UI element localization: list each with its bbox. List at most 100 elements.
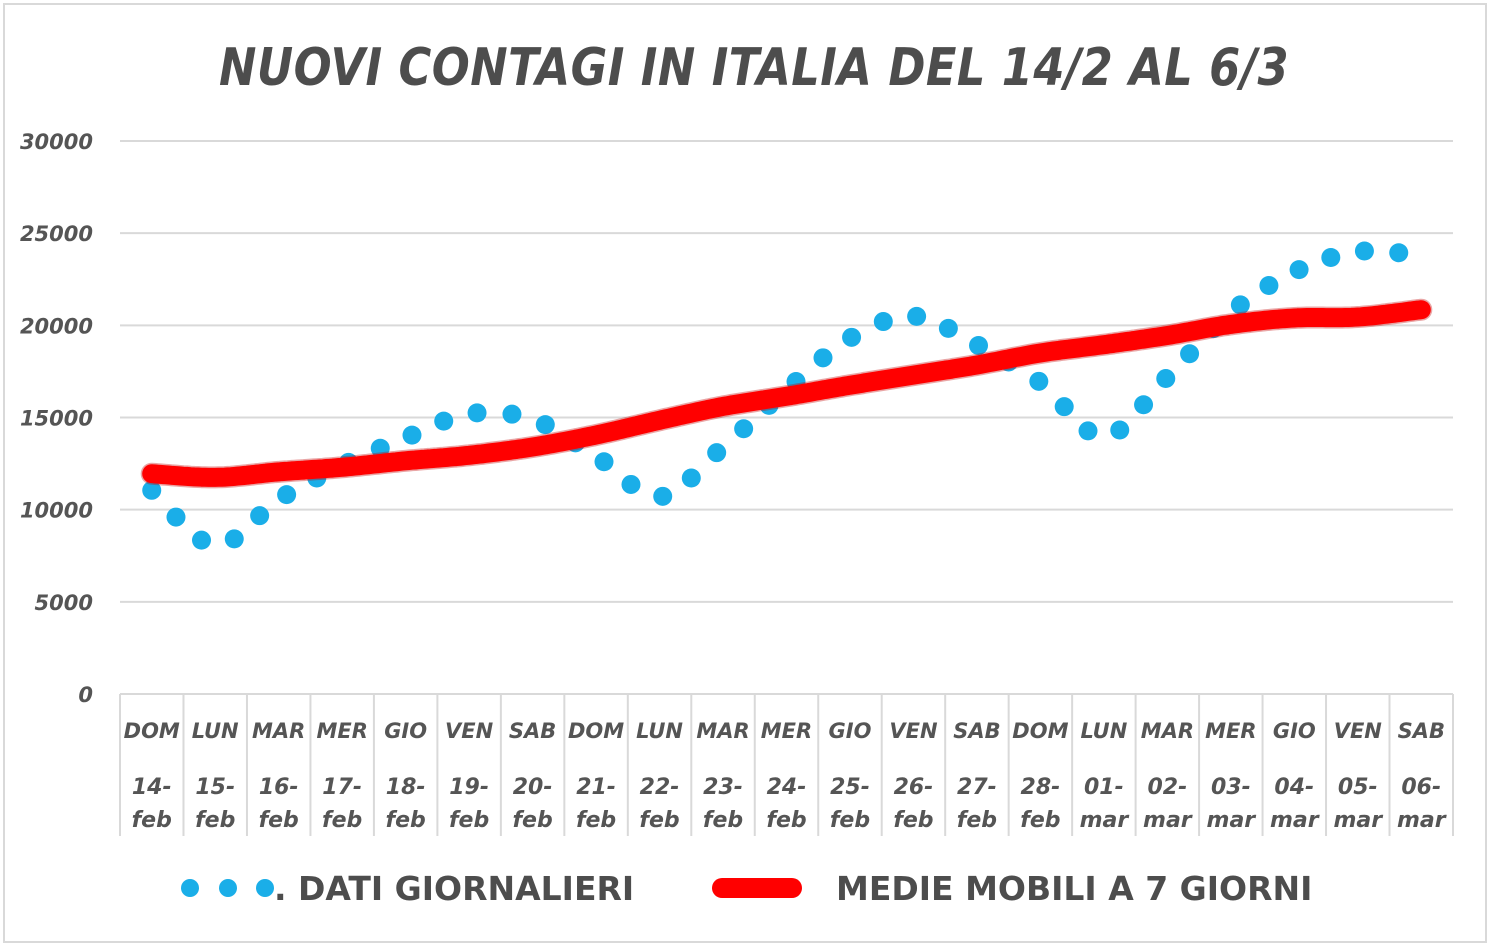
x-tick-date-month: feb — [132, 808, 172, 833]
legend-dot-icon — [256, 879, 274, 897]
y-tick-label: 5000 — [35, 591, 93, 615]
moving-average-point — [1229, 323, 1232, 326]
x-tick-date-month: mar — [1207, 808, 1257, 833]
daily-dot — [653, 486, 673, 506]
x-tick-date-day: 16- — [259, 775, 299, 800]
x-tick-date-day: 17- — [322, 775, 362, 800]
x-tick-day: DOM — [1012, 719, 1068, 743]
moving-average-point — [1420, 308, 1423, 311]
y-tick-label: 0 — [78, 683, 93, 707]
daily-dot — [535, 415, 555, 435]
x-tick-date-day: 05- — [1338, 775, 1378, 800]
daily-dot — [277, 485, 297, 505]
x-tick-day: LUN — [192, 719, 239, 743]
moving-average-point — [150, 472, 153, 475]
x-tick-date-month: feb — [1020, 808, 1060, 833]
x-tick-day: LUN — [636, 719, 683, 743]
legend-label-average: MEDIE MOBILI A 7 GIORNI — [836, 869, 1312, 908]
y-tick-label: 20000 — [20, 314, 93, 338]
x-tick-date-day: 24- — [767, 775, 807, 800]
daily-dot — [1054, 397, 1074, 417]
moving-average-point — [214, 476, 217, 479]
daily-dot — [1354, 241, 1374, 261]
daily-dot — [734, 419, 754, 439]
daily-dot — [434, 411, 454, 431]
moving-average-point — [658, 419, 661, 422]
daily-dot — [1259, 275, 1279, 295]
daily-dot — [1230, 295, 1250, 315]
x-tick-date-month: feb — [386, 808, 426, 833]
daily-dot — [681, 468, 701, 488]
daily-dot — [1289, 260, 1309, 280]
x-tick-day: GIO — [384, 719, 427, 743]
moving-average-point — [1356, 316, 1359, 319]
x-tick-day: MAR — [696, 719, 749, 743]
daily-dot — [621, 474, 641, 494]
x-tick-date-month: feb — [639, 808, 679, 833]
daily-dot — [1321, 247, 1341, 267]
gridlines — [120, 140, 1453, 603]
x-tick-date-day: 26- — [894, 775, 934, 800]
moving-average-point — [277, 470, 280, 473]
x-tick-date-day: 04- — [1274, 775, 1314, 800]
daily-dot — [1156, 369, 1176, 389]
x-tick-date-day: 27- — [957, 775, 997, 800]
x-tick-day: MER — [316, 719, 367, 743]
x-tick-date-day: 23- — [703, 775, 743, 800]
daily-dot — [873, 312, 893, 332]
daily-dot — [166, 507, 186, 527]
x-tick-date-day: 15- — [195, 775, 235, 800]
daily-dot — [370, 438, 390, 458]
daily-dot — [1134, 395, 1154, 415]
chart-title: NUOVI CONTAGI IN ITALIA DEL 14/2 AL 6/3 — [218, 38, 1290, 98]
x-tick-day: VEN — [445, 719, 494, 743]
daily-dot — [1029, 371, 1049, 391]
y-tick-label: 25000 — [20, 222, 93, 246]
moving-average-point — [1102, 343, 1105, 346]
x-tick-day: DOM — [568, 719, 624, 743]
x-tick-date-month: feb — [703, 808, 743, 833]
daily-dot — [250, 506, 270, 526]
moving-average-point — [722, 405, 725, 408]
daily-dot — [969, 336, 989, 356]
daily-dot — [502, 404, 522, 424]
legend-dot-icon — [181, 879, 199, 897]
daily-dot — [142, 480, 162, 500]
moving-average-point — [848, 384, 851, 387]
daily-dot — [938, 318, 958, 338]
moving-average-point — [912, 374, 915, 377]
moving-average-point — [1293, 316, 1296, 319]
x-tick-day: DOM — [124, 719, 180, 743]
daily-dot — [594, 452, 614, 472]
legend: . DATI GIORNALIERI MEDIE MOBILI A 7 GIOR… — [181, 869, 1312, 908]
x-tick-day: VEN — [889, 719, 938, 743]
x-tick-date-month: feb — [830, 808, 870, 833]
x-tick-day: GIO — [829, 719, 872, 743]
daily-dot — [467, 403, 487, 423]
series-moving-average — [140, 298, 1433, 489]
y-tick-label: 10000 — [20, 499, 93, 523]
x-tick-day: GIO — [1273, 719, 1316, 743]
x-tick-date-month: feb — [449, 808, 489, 833]
x-tick-day: MAR — [1141, 719, 1194, 743]
x-tick-date-day: 06- — [1401, 775, 1441, 800]
x-tick-day: VEN — [1334, 719, 1383, 743]
x-tick-date-day: 28- — [1021, 775, 1061, 800]
x-tick-date-month: mar — [1270, 808, 1320, 833]
moving-average-point — [531, 445, 534, 448]
x-tick-date-day: 22- — [640, 775, 680, 800]
moving-average-point — [975, 363, 978, 366]
x-tick-day: SAB — [509, 719, 556, 743]
x-tick-date-month: feb — [322, 808, 362, 833]
x-tick-day: MER — [761, 719, 812, 743]
x-tick-date-month: mar — [1080, 808, 1130, 833]
daily-dot — [907, 306, 927, 326]
x-tick-date-day: 20- — [513, 775, 553, 800]
x-tick-date-day: 18- — [386, 775, 426, 800]
x-tick-date-month: feb — [766, 808, 806, 833]
moving-average-point — [785, 395, 788, 398]
legend-dot-icon — [219, 879, 237, 897]
x-tick-date-day: 03- — [1211, 775, 1251, 800]
y-tick-label: 15000 — [20, 407, 93, 431]
